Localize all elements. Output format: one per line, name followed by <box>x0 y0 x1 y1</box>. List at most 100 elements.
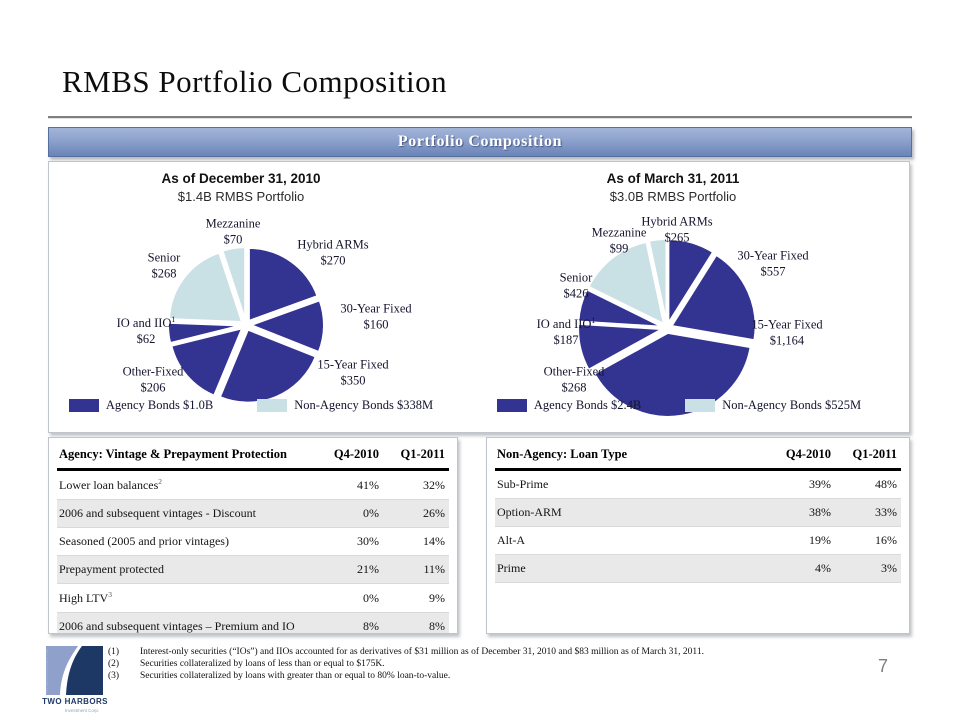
pie-slice-label: Mezzanine $70 <box>206 216 261 247</box>
row-label: 2006 and subsequent vintages – Premium a… <box>59 619 295 633</box>
page-number: 7 <box>878 656 889 676</box>
table-header-q4: Q4-2010 <box>317 443 383 471</box>
pie-slice-name-text: Hybrid ARMs <box>641 214 713 229</box>
legend-dec-2010: Agency Bonds $1.0B Non-Agency Bonds $338M <box>59 398 443 413</box>
pie-slice-other-fixed <box>577 322 664 371</box>
row-label-cell: Option-ARM <box>495 498 769 527</box>
table-header-row: Non-Agency: Loan Type Q4-2010 Q1-2011 <box>495 443 901 471</box>
agency-swatch <box>68 399 99 412</box>
pie-slice-hybrid-arms <box>667 238 715 325</box>
row-label: Lower loan balances <box>59 478 159 492</box>
row-label-cell: Alt-A <box>495 526 769 555</box>
pie-slice-name: Mezzanine <box>206 216 261 232</box>
row-q4-value: 39% <box>769 469 835 499</box>
pie-slice-label: 30-Year Fixed $160 <box>340 301 411 332</box>
pie-slice-senior <box>587 240 665 326</box>
legend-label: Agency Bonds $1.0B <box>105 398 214 412</box>
pie-slice-label: 30-Year Fixed $557 <box>737 248 808 279</box>
pie-slice-label: Other-Fixed $206 <box>123 364 184 395</box>
row-q4-value: 21% <box>317 555 383 584</box>
table-row: Seasoned (2005 and prior vintages) 30% 14% <box>57 527 449 556</box>
pie-slice-label: Hybrid ARMs $270 <box>297 237 368 268</box>
pie-slice-value: $270 <box>320 253 346 267</box>
row-label-cell: 2006 and subsequent vintages - Discount <box>57 499 317 528</box>
chart-title: As of December 31, 2010 <box>161 171 321 186</box>
page-title: RMBS Portfolio Composition <box>62 64 448 99</box>
row-label-cell: High LTV3 <box>57 583 317 613</box>
pie-slice-value: $187 <box>553 332 579 347</box>
table-header-label: Non-Agency: Loan Type <box>495 443 769 471</box>
pie-slice-name: 15-Year Fixed <box>317 357 388 373</box>
pie-slice-label: IO and IIO1 $187 <box>537 316 596 348</box>
pie-slice-value: $1,164 <box>769 333 805 347</box>
chart-heading-dec-2010: As of December 31, 2010 $1.4B RMBS Portf… <box>49 171 433 204</box>
row-label-cell: Prepayment protected <box>57 555 317 584</box>
row-label: Seasoned (2005 and prior vintages) <box>59 534 229 548</box>
table-header: Agency: Vintage & Prepayment Protection Q… <box>57 443 449 471</box>
legend-item: Agency Bonds $2.4B <box>496 398 642 413</box>
row-label-footnote-ref: 2 <box>158 477 163 486</box>
row-q1-value: 11% <box>383 555 449 584</box>
legend-label: Agency Bonds $2.4B <box>533 398 642 412</box>
pie-slice-value: $62 <box>136 331 156 346</box>
logo-wordmark: TWO HARBORS <box>42 697 108 706</box>
table-row: Prime 4% 3% <box>495 554 901 583</box>
pie-slice-name-text: Hybrid ARMs <box>297 237 369 252</box>
row-q4-value: 38% <box>769 498 835 527</box>
table-row: Prepayment protected 21% 11% <box>57 555 449 584</box>
footnote-number: (1) <box>108 647 120 657</box>
non-agency-swatch <box>685 399 716 412</box>
row-q4-value: 8% <box>317 612 383 633</box>
pie-slice-name-text: 30-Year Fixed <box>340 301 412 316</box>
pie-slice-name: 30-Year Fixed <box>737 248 808 264</box>
pie-slice-value: $268 <box>561 380 587 394</box>
pie-slice-label: Senior $426 <box>560 270 593 301</box>
table-header-q1: Q1-2011 <box>835 443 901 471</box>
pie-chart-mar-2011 <box>577 238 757 418</box>
pie-slice-hybrid-arms <box>247 246 319 322</box>
pie-slice-value: $426 <box>563 286 589 300</box>
footnote: (1) Interest-only securities (“IOs”) and … <box>108 646 908 658</box>
pie-slice-label: Other-Fixed $268 <box>544 364 605 395</box>
table-row: Alt-A 19% 16% <box>495 526 901 555</box>
pie-slice-name-text: Senior <box>147 250 181 265</box>
pie-slice-label: Hybrid ARMs $265 <box>641 214 712 245</box>
pie-slice-io-and-iio <box>167 321 243 345</box>
row-q4-value: 19% <box>769 526 835 555</box>
footnote-text: Securities collateralized by loans of le… <box>140 659 385 669</box>
logo-dark-sail <box>66 646 103 695</box>
row-q4-value: 0% <box>317 499 383 528</box>
pie-slice-name: Hybrid ARMs <box>297 237 368 253</box>
pie-slice-name: Senior <box>148 250 181 266</box>
pie-slice-name: Mezzanine <box>592 225 647 241</box>
pie-slice-name: Senior <box>560 270 593 286</box>
row-label-cell: Lower loan balances2 <box>57 469 317 500</box>
table-row: High LTV3 0% 9% <box>57 583 449 613</box>
pie-slice-name: Other-Fixed <box>123 364 184 380</box>
pie-slice-mezzanine <box>221 246 247 322</box>
footnote: (2) Securities collateralized by loans of… <box>108 658 908 670</box>
pie-slice-io-and-iio <box>577 288 664 328</box>
title-divider <box>48 116 912 119</box>
table-header-row: Agency: Vintage & Prepayment Protection Q… <box>57 443 449 471</box>
pie-slice-name: Hybrid ARMs <box>641 214 712 230</box>
pie-slice-value: $557 <box>760 264 786 278</box>
section-banner: Portfolio Composition <box>48 127 912 157</box>
footnote-text: Interest-only securities (“IOs”) and IIO… <box>140 647 704 657</box>
table-row: Sub-Prime 39% 48% <box>495 469 901 499</box>
pie-slice-value: $70 <box>223 232 243 246</box>
chart-subtitle: $3.0B RMBS Portfolio <box>609 189 737 204</box>
legend-item: Non-Agency Bonds $525M <box>685 398 861 413</box>
row-q4-value: 4% <box>769 554 835 583</box>
chart-subtitle: $1.4B RMBS Portfolio <box>177 189 305 204</box>
pie-slice-name-text: IO and IIO <box>536 316 592 331</box>
table-row: Option-ARM 38% 33% <box>495 498 901 527</box>
pie-slice-label: Mezzanine $99 <box>592 225 647 256</box>
chart-title: As of March 31, 2011 <box>606 171 740 186</box>
table-row: 2006 and subsequent vintages - Discount 0… <box>57 499 449 528</box>
row-label: High LTV <box>59 591 109 605</box>
pie-slice-30-year-fixed <box>249 299 325 354</box>
footnote: (3) Securities collateralized by loans wi… <box>108 670 908 682</box>
row-q1-value: 8% <box>383 612 449 633</box>
pie-slice-name-text: Other-Fixed <box>122 364 184 379</box>
